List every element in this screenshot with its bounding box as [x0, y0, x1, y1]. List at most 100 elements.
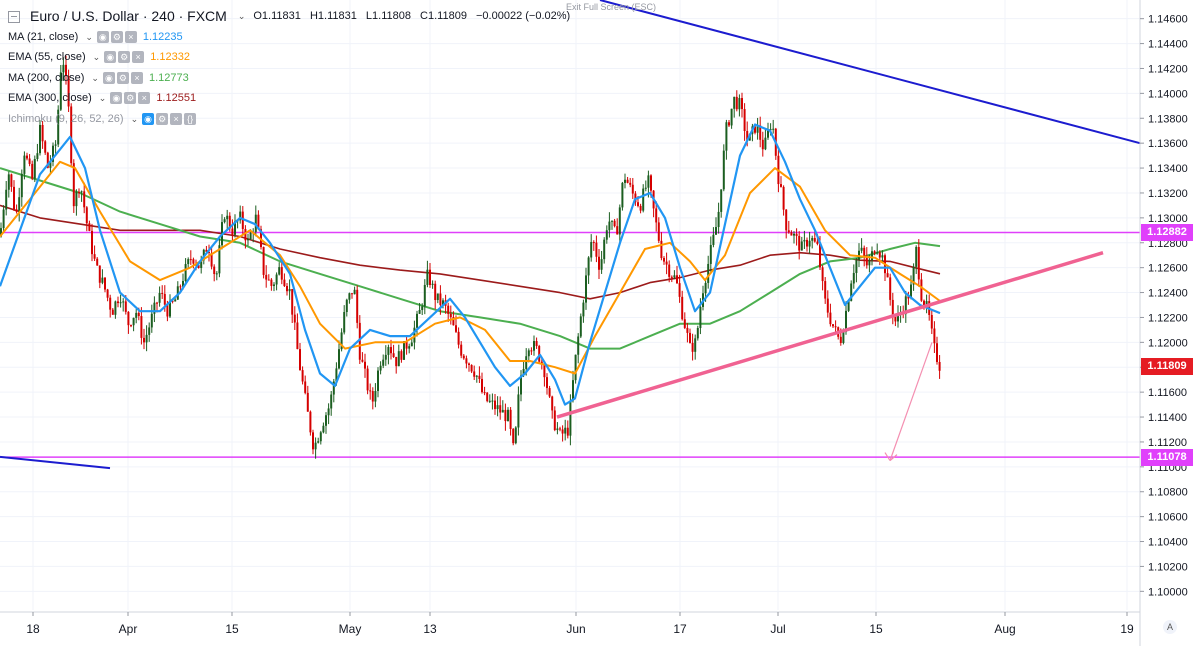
candle-body [176, 286, 179, 300]
candle-body [296, 322, 299, 350]
x-tick-label: 15 [225, 622, 239, 636]
gear-icon[interactable]: ⚙ [116, 71, 129, 84]
candle-body [824, 281, 827, 299]
candle-body [647, 175, 650, 188]
candle-body [660, 240, 663, 259]
candle-body [452, 317, 455, 326]
candle-body [309, 411, 312, 433]
candle-body [93, 254, 96, 259]
symbol-caret-icon[interactable]: ⌄ [237, 11, 246, 22]
indicator-row[interactable]: EMA (300, close) ⌄ ◉ ⚙ × 1.12551 [8, 88, 576, 109]
indicator-name[interactable]: Ichimoku (9, 26, 52, 26) [8, 112, 124, 125]
candle-body [75, 191, 78, 207]
candle-body [421, 306, 424, 310]
time-axis[interactable]: 18 Apr 15 May 13 Jun 17 Jul 15 Aug 19 [0, 611, 1140, 636]
candle-body [143, 337, 145, 343]
trendlines[interactable] [0, 0, 1141, 470]
ma200-path [0, 167, 941, 350]
candle-body [655, 208, 658, 223]
eye-icon[interactable]: ◉ [102, 71, 115, 84]
gear-icon[interactable]: ⚙ [118, 51, 131, 64]
candle-body [785, 209, 788, 231]
candle-body [135, 312, 138, 318]
candle-body [561, 429, 564, 434]
eye-icon[interactable]: ◉ [142, 112, 155, 125]
candle-body [876, 252, 879, 254]
candle-body [65, 64, 67, 76]
remove-icon[interactable]: × [170, 112, 183, 125]
candle-body [156, 302, 158, 304]
indicator-caret-icon[interactable]: ⌄ [91, 72, 99, 83]
indicator-caret-icon[interactable]: ⌄ [130, 113, 139, 124]
eye-icon[interactable]: ◉ [104, 51, 117, 64]
price-axis-background [1140, 0, 1196, 646]
candle-body [351, 293, 353, 295]
candle-body [457, 331, 460, 345]
eye-icon[interactable]: ◉ [110, 92, 123, 105]
candle-body [361, 359, 364, 362]
candle-body [881, 255, 884, 258]
candle-body [894, 315, 897, 322]
candle-body [104, 277, 106, 290]
price-axis[interactable]: 1.10000 1.10200 1.10400 1.10600 1.10800 1.110… [1139, 0, 1196, 646]
candle-body [507, 409, 509, 422]
y-tick-label: 1.11200 [1148, 437, 1187, 449]
indicator-caret-icon[interactable]: ⌄ [98, 93, 107, 104]
gear-icon[interactable]: ⚙ [110, 30, 123, 43]
remove-icon[interactable]: × [138, 92, 151, 105]
indicator-name[interactable]: MA (200, close) [8, 71, 85, 84]
candle-body [566, 427, 569, 436]
candle-body [213, 266, 216, 275]
remove-icon[interactable]: × [124, 30, 137, 43]
candle-body [572, 380, 574, 401]
candle-body [332, 381, 335, 395]
candle-body [689, 332, 691, 343]
indicator-row[interactable]: MA (21, close) ⌄ ◉ ⚙ × 1.12235 [8, 27, 576, 48]
ma21-path [0, 123, 941, 406]
candle-body [28, 158, 31, 164]
candle-body [533, 341, 535, 351]
indicator-row[interactable]: MA (200, close) ⌄ ◉ ⚙ × 1.12773 [8, 68, 576, 89]
remove-icon[interactable]: × [130, 71, 143, 84]
indicator-name[interactable]: EMA (55, close) [8, 51, 86, 64]
candle-body [0, 228, 2, 237]
candle-body [780, 184, 782, 187]
candle-body [33, 159, 36, 179]
candle-body [860, 247, 863, 251]
candle-body [166, 304, 169, 317]
indicator-row[interactable]: Ichimoku (9, 26, 52, 26) ⌄ ◉ ⚙ ×{} [8, 109, 576, 130]
candle-body [509, 409, 512, 429]
indicator-row[interactable]: EMA (55, close) ⌄ ◉ ⚙ × 1.12332 [8, 47, 576, 68]
eye-icon[interactable]: ◉ [96, 30, 109, 43]
exit-fullscreen-hint[interactable]: Exit Full Screen (ESC) [566, 2, 657, 12]
candle-body [36, 153, 39, 160]
gear-icon[interactable]: ⚙ [156, 112, 169, 125]
candle-body [208, 251, 210, 253]
indicator-name[interactable]: EMA (300, close) [8, 92, 92, 105]
candle-body [39, 124, 41, 154]
code-icon[interactable]: {} [184, 112, 197, 125]
candle-body [41, 124, 44, 142]
change-value: −0.00022 (−0.02%) [476, 10, 571, 23]
candle-body [374, 391, 377, 402]
candle-body [915, 246, 918, 267]
candle-body [574, 354, 577, 381]
symbol-title[interactable]: Euro / U.S. Dollar · 240 · FXCM [30, 8, 227, 25]
indicator-name[interactable]: MA (21, close) [8, 30, 79, 43]
indicator-caret-icon[interactable]: ⌄ [85, 31, 93, 42]
gear-icon[interactable]: ⚙ [124, 92, 137, 105]
remove-icon[interactable]: × [132, 51, 145, 64]
candle-body [247, 239, 249, 241]
candle-body [501, 409, 504, 413]
indicator-caret-icon[interactable]: ⌄ [92, 52, 101, 63]
collapse-legend-icon[interactable] [8, 11, 20, 24]
candle-body [158, 292, 161, 303]
candle-body [408, 346, 411, 349]
candle-body [806, 239, 808, 247]
candle-body [49, 161, 52, 168]
auto-scale-button[interactable]: A [1163, 620, 1177, 634]
candle-body [473, 371, 476, 377]
candle-body [743, 109, 746, 131]
y-tick-label: 1.13800 [1148, 113, 1188, 125]
